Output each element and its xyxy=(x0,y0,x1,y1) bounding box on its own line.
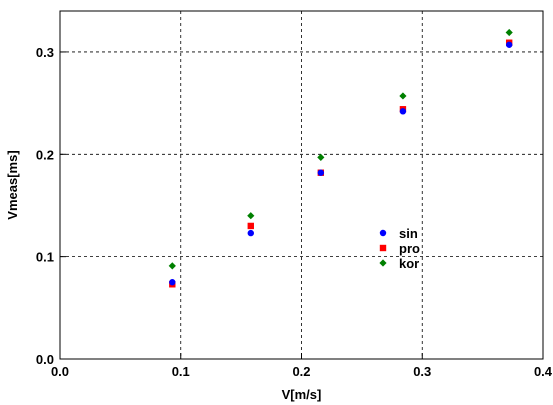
x-tick-label: 0.2 xyxy=(292,364,310,379)
tick-labels: 0.0 0.1 0.2 0.3 0.4 0.0 0.1 0.2 0.3 xyxy=(36,45,553,379)
data-point-kor xyxy=(505,28,513,37)
x-tick-label: 0.0 xyxy=(51,364,69,379)
y-tick-label: 0.2 xyxy=(36,147,54,162)
legend-marker-sin xyxy=(379,229,387,237)
data-point-sin xyxy=(505,41,513,48)
x-axis-title: V[m/s] xyxy=(282,387,322,402)
x-tick-label: 0.1 xyxy=(172,364,190,379)
data-point-sin xyxy=(317,169,325,176)
data-point-kor xyxy=(399,92,407,100)
legend-marker-kor xyxy=(379,259,387,267)
data-point-kor xyxy=(247,212,255,220)
axis-ticks xyxy=(59,51,544,360)
data-point-sin xyxy=(399,108,407,115)
y-tick-label: 0.3 xyxy=(36,45,54,60)
data-point-pro xyxy=(247,222,254,230)
legend-label-pro: pro xyxy=(399,241,420,256)
legend-marker-pro xyxy=(379,244,387,252)
y-axis-title: Vmeas[ms] xyxy=(5,150,20,219)
x-tick-label: 0.4 xyxy=(534,364,553,379)
legend-label-kor: kor xyxy=(399,256,419,271)
data-points xyxy=(168,28,513,288)
x-tick-label: 0.3 xyxy=(413,364,431,379)
legend-label-sin: sin xyxy=(399,226,418,241)
y-tick-label: 0.0 xyxy=(36,352,54,367)
data-point-kor xyxy=(317,153,325,161)
data-point-kor xyxy=(168,262,176,270)
grid-lines xyxy=(60,11,543,359)
data-point-sin xyxy=(169,279,176,286)
y-tick-label: 0.1 xyxy=(36,250,54,265)
data-point-sin xyxy=(247,229,254,237)
